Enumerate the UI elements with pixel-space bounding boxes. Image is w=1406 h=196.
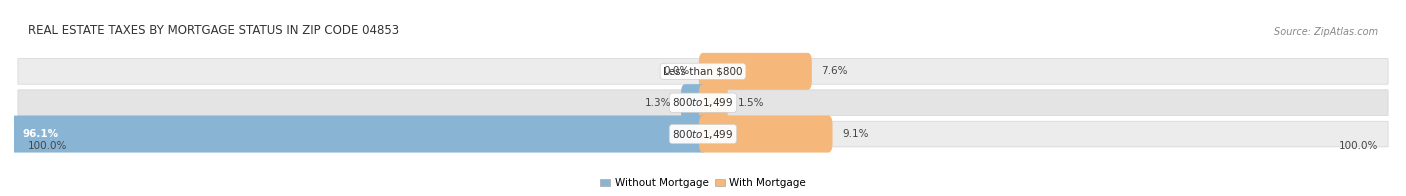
FancyBboxPatch shape [18,90,1388,116]
Text: $800 to $1,499: $800 to $1,499 [672,96,734,109]
Text: 9.1%: 9.1% [842,129,869,139]
Text: 96.1%: 96.1% [22,129,59,139]
Text: REAL ESTATE TAXES BY MORTGAGE STATUS IN ZIP CODE 04853: REAL ESTATE TAXES BY MORTGAGE STATUS IN … [28,24,399,37]
FancyBboxPatch shape [18,121,1388,147]
FancyBboxPatch shape [0,116,707,152]
Text: $800 to $1,499: $800 to $1,499 [672,128,734,141]
Text: 0.0%: 0.0% [664,66,689,76]
Text: Source: ZipAtlas.com: Source: ZipAtlas.com [1274,27,1378,37]
Text: Less than $800: Less than $800 [664,66,742,76]
FancyBboxPatch shape [699,116,832,152]
Text: 1.5%: 1.5% [738,98,763,108]
FancyBboxPatch shape [18,58,1388,84]
Text: 100.0%: 100.0% [1339,141,1378,151]
Text: 7.6%: 7.6% [821,66,848,76]
Text: 100.0%: 100.0% [28,141,67,151]
Text: 1.3%: 1.3% [645,98,671,108]
Legend: Without Mortgage, With Mortgage: Without Mortgage, With Mortgage [596,174,810,192]
FancyBboxPatch shape [699,53,811,90]
FancyBboxPatch shape [699,84,728,121]
FancyBboxPatch shape [681,84,707,121]
